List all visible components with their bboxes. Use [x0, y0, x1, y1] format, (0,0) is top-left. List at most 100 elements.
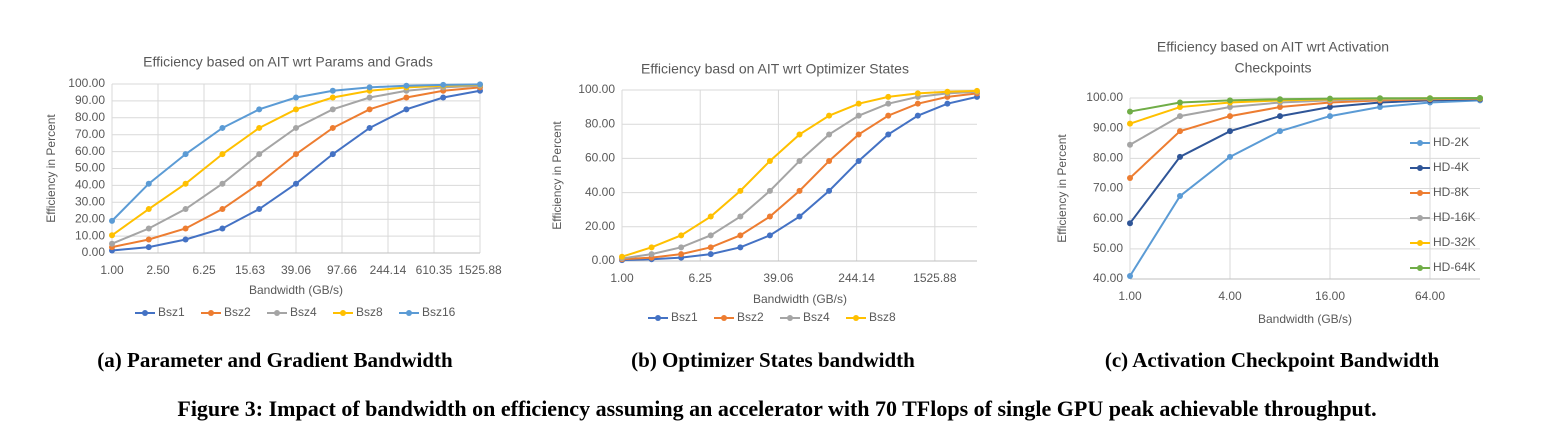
legend-marker — [406, 310, 412, 316]
y-tick-label: 100.00 — [578, 82, 615, 96]
y-tick-label: 40.00 — [585, 185, 615, 199]
x-tick-label: 15.63 — [235, 263, 265, 277]
data-point — [1377, 95, 1383, 102]
x-tick-label: 39.06 — [763, 271, 793, 285]
legend-marker — [274, 310, 280, 316]
legend-label: Bsz1 — [158, 305, 185, 319]
series-line — [1129, 97, 1481, 179]
data-point — [1227, 153, 1233, 160]
data-point — [1227, 97, 1233, 104]
data-point — [182, 225, 189, 232]
data-point — [145, 225, 152, 232]
data-point — [1177, 113, 1183, 120]
data-point — [1477, 95, 1483, 101]
data-point — [678, 232, 685, 239]
y-tick-label: 80.00 — [1093, 151, 1123, 165]
data-point — [1377, 104, 1383, 111]
y-tick-label: 10.00 — [75, 228, 105, 242]
data-point — [826, 157, 833, 164]
data-point — [145, 180, 152, 187]
data-point — [219, 180, 226, 187]
data-point — [855, 157, 862, 164]
data-point — [1327, 104, 1333, 111]
y-axis-title: Efficiency in Percent — [550, 121, 564, 230]
series-line — [1129, 97, 1481, 113]
series-line — [621, 89, 978, 258]
data-point — [678, 244, 685, 251]
chart-title: Efficiency basd on AIT wrt Optimizer Sta… — [641, 61, 909, 77]
data-point — [256, 180, 263, 187]
y-tick-label: 30.00 — [75, 194, 105, 208]
y-tick-label: 20.00 — [75, 211, 105, 225]
data-point — [1277, 113, 1283, 120]
data-point — [1327, 95, 1333, 102]
legend-marker — [1417, 190, 1423, 196]
legend-label: HD-32K — [1433, 235, 1476, 249]
subcaption: (b) Optimizer States bandwidth — [631, 348, 915, 372]
data-point — [885, 93, 892, 100]
data-point — [707, 244, 714, 251]
data-point — [944, 100, 951, 107]
data-point — [885, 131, 892, 138]
legend-label: HD-64K — [1433, 260, 1476, 274]
x-tick-label: 2.50 — [146, 263, 170, 277]
y-tick-label: 60.00 — [75, 144, 105, 158]
x-tick-label: 6.25 — [192, 263, 216, 277]
y-tick-label: 0.00 — [592, 253, 616, 267]
y-tick-label: 0.00 — [82, 245, 106, 259]
data-point — [292, 94, 299, 101]
data-point — [182, 180, 189, 187]
data-point — [1277, 96, 1283, 103]
x-tick-label: 4.00 — [1218, 289, 1242, 303]
data-point — [1177, 99, 1183, 106]
data-point — [1177, 104, 1183, 111]
data-point — [477, 81, 483, 88]
y-tick-label: 60.00 — [1093, 211, 1123, 225]
data-point — [1327, 113, 1333, 120]
legend-marker — [208, 310, 214, 316]
x-tick-label: 1525.88 — [913, 271, 957, 285]
y-tick-label: 100.00 — [68, 76, 105, 90]
data-point — [885, 100, 892, 107]
data-point — [256, 106, 263, 113]
data-point — [366, 106, 373, 113]
legend-label: Bsz2 — [224, 305, 251, 319]
chart-title: Efficiency based on AIT wrt Activation — [1157, 39, 1389, 55]
legend-marker — [853, 315, 859, 321]
y-tick-label: 50.00 — [75, 161, 105, 175]
y-tick-label: 40.00 — [1093, 271, 1123, 285]
y-axis-title: Efficiency in Percent — [1055, 134, 1069, 243]
y-tick-label: 100.00 — [1086, 90, 1123, 104]
data-point — [766, 213, 773, 220]
x-tick-label: 16.00 — [1315, 289, 1345, 303]
x-tick-label: 1.00 — [1118, 289, 1142, 303]
series-line — [621, 92, 978, 261]
chart-title: Checkpoints — [1234, 60, 1311, 76]
x-tick-label: 6.25 — [689, 271, 713, 285]
data-point — [1127, 220, 1133, 227]
x-tick-label: 610.35 — [416, 263, 453, 277]
data-point — [292, 124, 299, 131]
data-point — [329, 151, 336, 158]
data-point — [219, 151, 226, 158]
legend-label: Bsz16 — [422, 305, 456, 319]
y-axis-title: Efficiency in Percent — [44, 114, 58, 223]
y-tick-label: 20.00 — [585, 219, 615, 233]
data-point — [914, 100, 921, 107]
y-tick-label: 80.00 — [585, 116, 615, 130]
data-point — [974, 87, 980, 94]
data-point — [329, 106, 336, 113]
data-point — [855, 112, 862, 119]
legend-label: Bsz8 — [869, 310, 896, 324]
data-point — [256, 124, 263, 131]
data-point — [737, 187, 744, 194]
x-tick-label: 1.00 — [610, 271, 634, 285]
data-point — [914, 112, 921, 119]
legend-marker — [787, 315, 793, 321]
data-point — [182, 151, 189, 158]
data-point — [796, 187, 803, 194]
data-point — [1177, 193, 1183, 200]
data-point — [796, 157, 803, 164]
data-point — [737, 232, 744, 239]
